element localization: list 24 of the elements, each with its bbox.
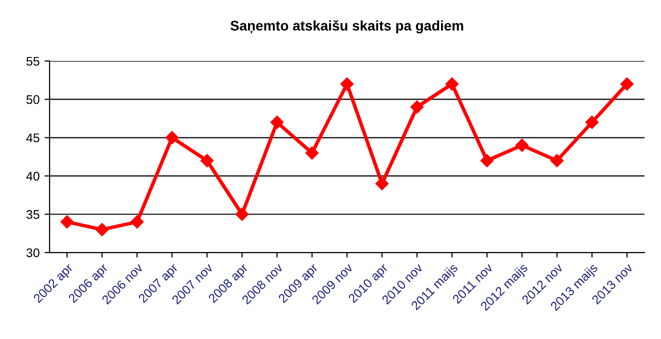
y-tick-label: 45 <box>26 134 40 142</box>
point <box>95 222 109 236</box>
point <box>60 215 74 228</box>
point <box>620 77 634 91</box>
point <box>445 77 459 91</box>
y-tick-label: 50 <box>26 95 40 104</box>
point <box>340 77 354 91</box>
point <box>375 177 389 190</box>
point <box>130 215 144 228</box>
y-tick-label: 35 <box>26 210 40 219</box>
point <box>480 154 494 168</box>
point <box>270 116 284 129</box>
y-tick-label: 30 <box>26 248 40 258</box>
y-tick-label: 40 <box>26 172 40 181</box>
y-tick-label: 55 <box>26 56 40 66</box>
point <box>585 116 599 129</box>
point <box>165 131 179 144</box>
chart-title: Saņemto atskaišu skaits pa gadiem <box>230 20 464 34</box>
point <box>235 208 249 221</box>
point <box>515 138 529 152</box>
point <box>410 100 424 114</box>
point <box>305 146 319 160</box>
point <box>550 154 564 168</box>
point <box>200 154 214 168</box>
